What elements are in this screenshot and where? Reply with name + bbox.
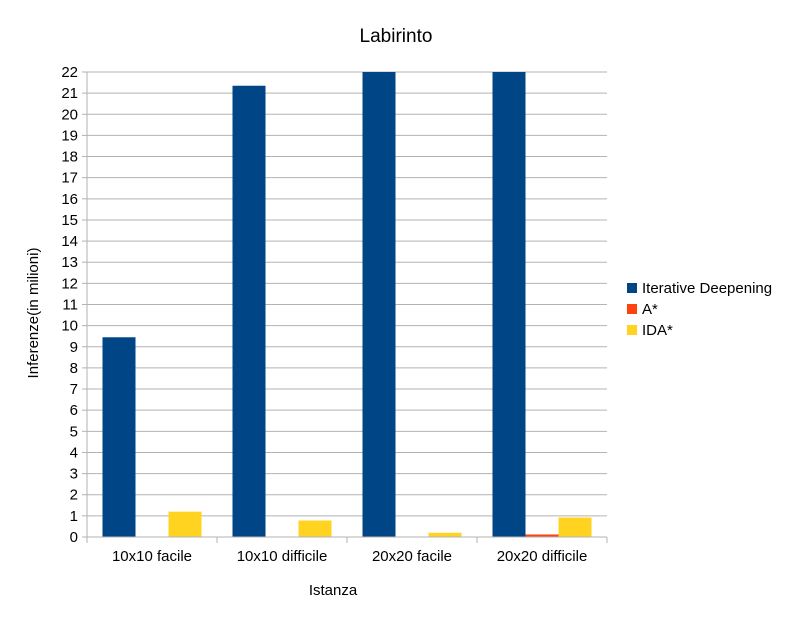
y-tick-label: 16 xyxy=(61,191,78,208)
bar xyxy=(103,337,136,537)
bar xyxy=(429,533,462,537)
legend-label: Iterative Deepening xyxy=(642,280,772,297)
legend-label: IDA* xyxy=(642,322,673,339)
y-tick-label: 11 xyxy=(62,297,78,314)
y-tick-label: 5 xyxy=(70,423,78,440)
bar xyxy=(299,521,332,537)
bar xyxy=(233,86,266,537)
y-tick-label: 1 xyxy=(70,508,78,525)
y-tick-label: 3 xyxy=(70,466,78,483)
gridlines xyxy=(87,72,607,537)
bar xyxy=(559,518,592,537)
legend: Iterative Deepening A* IDA* xyxy=(627,280,772,339)
y-tick-label: 22 xyxy=(61,64,78,81)
chart-title: Labirinto xyxy=(360,26,433,47)
bar xyxy=(493,72,526,537)
x-tick-label: 10x10 facile xyxy=(112,548,192,565)
y-tick-label: 7 xyxy=(70,381,78,398)
y-tick-label: 10 xyxy=(61,318,78,335)
y-tick-label: 2 xyxy=(70,487,78,504)
legend-label: A* xyxy=(642,301,658,318)
y-tick-label: 20 xyxy=(61,106,78,123)
bar xyxy=(169,512,202,537)
y-axis-label: Inferenze(in milioni) xyxy=(25,248,42,379)
y-tick-label: 15 xyxy=(61,212,78,229)
legend-swatch xyxy=(627,325,637,335)
x-tick-label: 10x10 difficile xyxy=(237,548,328,565)
y-tick-label: 19 xyxy=(61,127,78,144)
y-tick-label: 18 xyxy=(61,149,78,166)
y-tick-label: 6 xyxy=(70,402,78,419)
legend-swatch xyxy=(627,283,637,293)
x-axis-label: Istanza xyxy=(309,582,358,599)
y-tick-label: 12 xyxy=(61,275,78,292)
legend-swatch xyxy=(627,304,637,314)
y-tick-label: 21 xyxy=(61,85,78,102)
y-tick-label: 4 xyxy=(70,444,78,461)
x-tick-label: 20x20 difficile xyxy=(497,548,588,565)
y-tick-label: 14 xyxy=(61,233,78,250)
y-tick-label: 9 xyxy=(70,339,78,356)
bar xyxy=(363,72,396,537)
y-tick-label: 13 xyxy=(61,254,78,271)
y-tick-label: 8 xyxy=(70,360,78,377)
x-axis-ticks: 10x10 facile 10x10 difficile 20x20 facile 2… xyxy=(87,537,607,565)
y-tick-label: 0 xyxy=(70,529,78,546)
y-tick-label: 17 xyxy=(61,170,78,187)
x-tick-label: 20x20 facile xyxy=(372,548,452,565)
